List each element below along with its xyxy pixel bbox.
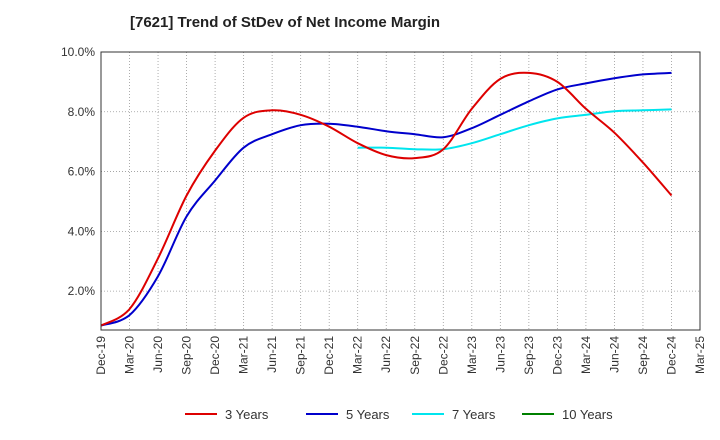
chart-title: [7621] Trend of StDev of Net Income Marg… — [130, 14, 441, 31]
series-line-7-years — [357, 108, 672, 151]
x-tick-label: Mar-24 — [579, 336, 593, 374]
y-tick-label: 2.0% — [68, 284, 96, 298]
x-tick-label: Dec-20 — [208, 336, 222, 375]
x-tick-label: Dec-22 — [436, 336, 450, 375]
x-tick-label: Dec-23 — [550, 336, 564, 375]
x-tick-label: Mar-21 — [237, 336, 251, 374]
legend-layer: 3 Years 5 Years 7 Years 10 Years — [185, 407, 613, 422]
legend-label-3-years: 3 Years — [225, 407, 269, 422]
x-tick-label: Dec-21 — [322, 336, 336, 375]
y-tick-label: 6.0% — [68, 165, 96, 179]
x-tick-label: Sep-23 — [522, 336, 536, 375]
legend-label-10-years: 10 Years — [562, 407, 613, 422]
plot-frame — [100, 51, 701, 331]
x-tick-label: Mar-22 — [351, 336, 365, 374]
grid-layer — [100, 51, 701, 330]
x-tick-label: Jun-24 — [607, 336, 621, 373]
x-tick-label: Dec-19 — [94, 336, 108, 375]
x-tick-label: Sep-24 — [636, 336, 650, 375]
x-tick-label: Mar-23 — [465, 336, 479, 374]
x-tick-label: Jun-21 — [265, 336, 279, 373]
y-tick-label: 8.0% — [68, 105, 96, 119]
y-tick-label: 4.0% — [68, 224, 96, 238]
series-line-5-years — [100, 71, 672, 327]
x-tick-label: Dec-24 — [664, 336, 678, 375]
x-tick-label: Jun-23 — [493, 336, 507, 373]
x-tick-label: Jun-22 — [379, 336, 393, 373]
x-tick-label: Mar-25 — [693, 336, 707, 374]
x-tick-label: Sep-22 — [408, 336, 422, 375]
y-tick-label: 10.0% — [61, 45, 95, 59]
series-line-3-years — [100, 71, 673, 327]
x-tick-label: Sep-21 — [294, 336, 308, 375]
x-tick-label: Mar-20 — [123, 336, 137, 374]
x-tick-label: Jun-20 — [151, 336, 165, 373]
legend-label-7-years: 7 Years — [452, 407, 496, 422]
legend-label-5-years: 5 Years — [346, 407, 390, 422]
axis-layer: Dec-19 Mar-20 Jun-20 Sep-20 Dec-20 Mar-21 Jun-… — [61, 45, 707, 375]
series-layer — [100, 71, 673, 327]
x-tick-label: Sep-20 — [180, 336, 194, 375]
